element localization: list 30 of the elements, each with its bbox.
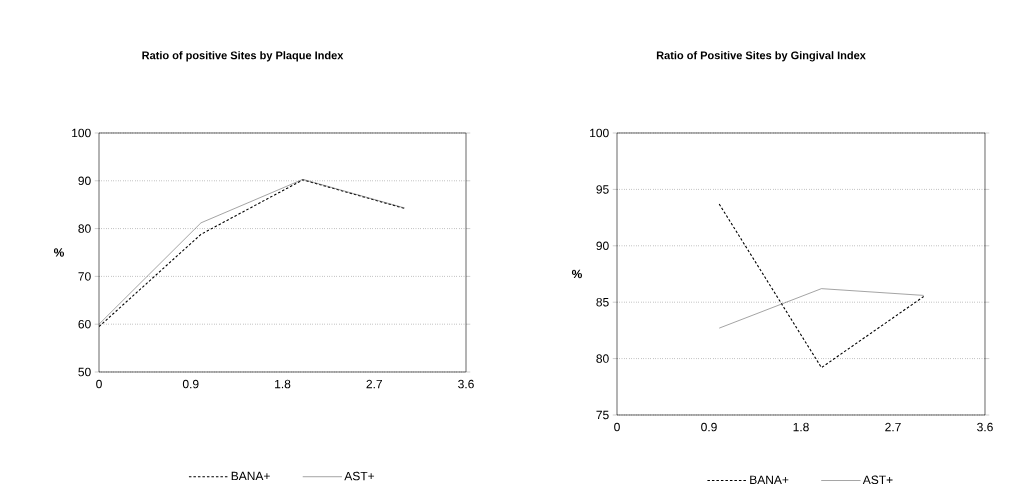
x-tick-label: 0.9 xyxy=(701,422,717,432)
x-tick-label: 0 xyxy=(96,379,102,389)
y-tick-label: 70 xyxy=(78,272,91,281)
y-tick-label: 90 xyxy=(78,176,91,186)
legend-label: AST+ xyxy=(862,475,893,485)
legend-label: BANA+ xyxy=(231,471,270,481)
legend-label: BANA+ xyxy=(750,475,789,484)
y-tick-label: 100 xyxy=(72,128,91,138)
x-tick-label: 1.8 xyxy=(793,422,809,432)
y-tick-label: 60 xyxy=(78,319,91,329)
y-axis-title: % xyxy=(571,269,582,279)
x-tick-label: 0 xyxy=(614,422,620,432)
x-tick-label: 3.6 xyxy=(977,422,993,432)
y-tick-label: 50 xyxy=(78,367,91,377)
y-tick-label: 80 xyxy=(78,224,91,233)
y-tick-label: 100 xyxy=(590,128,609,138)
x-tick-label: 1.8 xyxy=(275,379,291,389)
y-tick-label: 90 xyxy=(596,241,609,251)
x-tick-label: 2.7 xyxy=(885,422,901,432)
y-tick-label: 75 xyxy=(596,410,609,420)
chart-title: Ratio of Positive Sites by Gingival Index xyxy=(656,51,866,62)
chart-title: Ratio of positive Sites by Plaque Index xyxy=(142,51,344,62)
x-tick-label: 3.6 xyxy=(458,379,474,389)
y-tick-label: 95 xyxy=(596,185,609,194)
legend-label: AST+ xyxy=(344,471,375,481)
y-tick-label: 85 xyxy=(596,297,609,307)
y-axis-title: % xyxy=(53,248,65,257)
x-tick-label: 2.7 xyxy=(366,379,382,389)
y-tick-label: 80 xyxy=(596,354,609,363)
x-tick-label: 0.9 xyxy=(182,379,199,389)
